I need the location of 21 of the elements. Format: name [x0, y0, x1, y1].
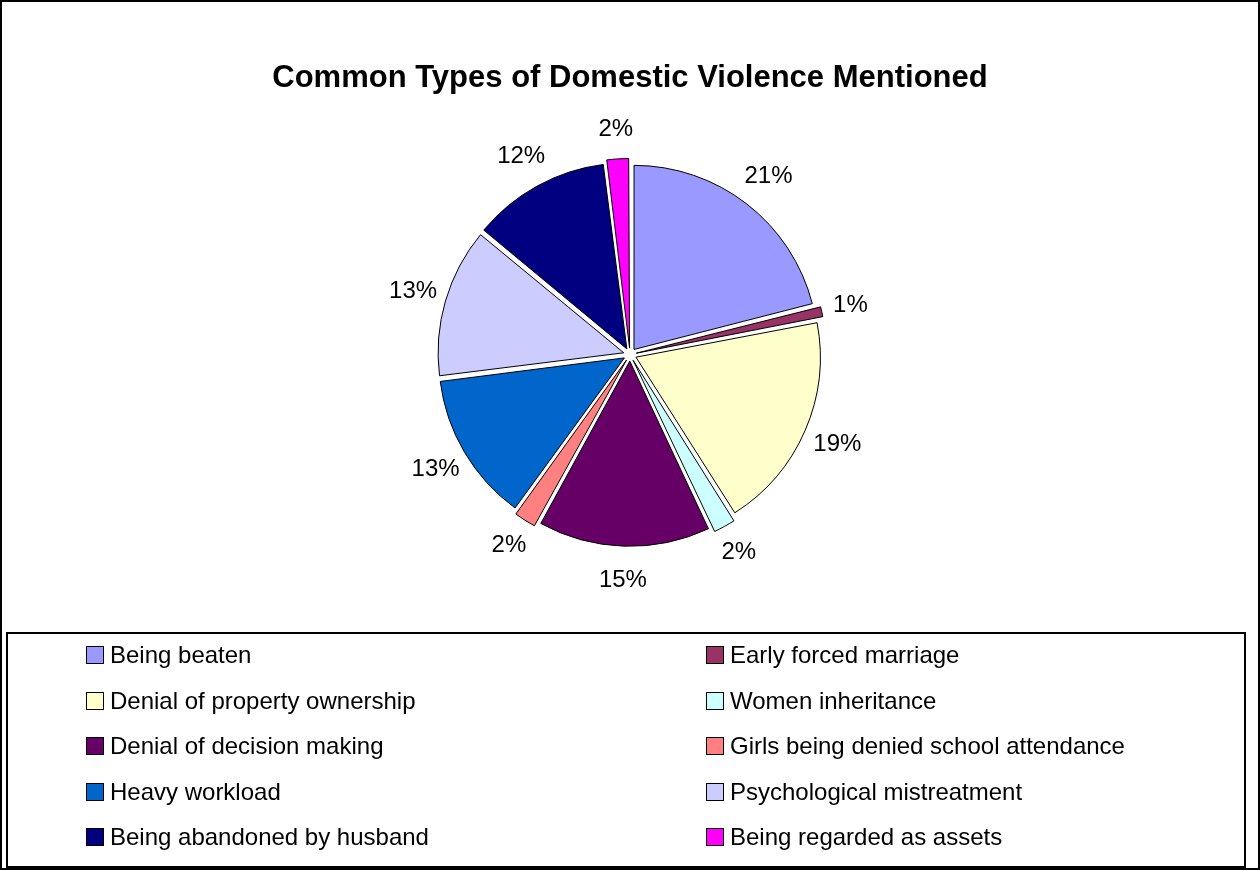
data-label: 12% [497, 141, 546, 169]
data-label: 21% [744, 160, 793, 188]
legend-label: Early forced marriage [730, 641, 960, 669]
legend-label: Being beaten [110, 641, 252, 669]
data-label: 2% [491, 529, 527, 557]
legend-label: Being abandoned by husband [110, 823, 429, 852]
legend-label: Heavy workload [110, 777, 281, 806]
legend-label: Denial of property ownership [110, 686, 416, 715]
legend-label: Psychological mistreatment [730, 777, 1023, 806]
legend-label: Denial of decision making [110, 732, 384, 761]
data-label: 2% [721, 537, 757, 565]
data-label: 13% [389, 276, 438, 304]
data-label: 13% [411, 454, 460, 482]
legend-label: Girls being denied school attendance [730, 732, 1125, 761]
legend-label: Women inheritance [730, 686, 937, 715]
data-label: 2% [598, 113, 634, 141]
data-label: 15% [598, 565, 647, 593]
data-label: 1% [833, 289, 868, 317]
data-label: 19% [813, 428, 862, 456]
legend-label: Being regarded as assets [730, 823, 1003, 852]
chart-title: Common Types of Domestic Violence Mentioned [272, 59, 988, 95]
